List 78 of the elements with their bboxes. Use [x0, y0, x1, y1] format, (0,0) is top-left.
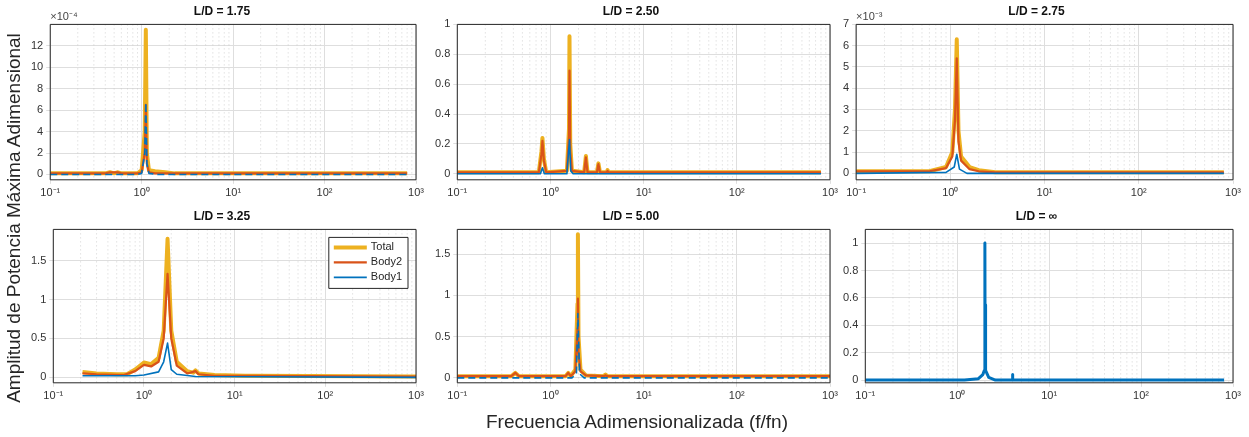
- y-tick-label: 0.5: [434, 329, 451, 342]
- y-tick-label: 7: [842, 17, 850, 30]
- legend-label: Body2: [370, 255, 403, 268]
- y-tick-label: 12: [30, 38, 44, 51]
- y-tick-label: 0.8: [434, 47, 451, 60]
- x-axis-title: Frecuencia Adimensionalizada (f/fn): [484, 411, 789, 433]
- x-tick-label: 10¹: [635, 389, 652, 402]
- x-tick-label: 10⁻¹: [43, 389, 64, 402]
- y-tick-label: 2: [37, 146, 44, 159]
- y-tick-label: 0: [842, 166, 850, 179]
- x-tick-label: 10⁰: [942, 186, 959, 199]
- y-tick-label: 1: [444, 288, 451, 301]
- y-tick-label: 0: [40, 370, 47, 383]
- chart-title: L/D = 2.75: [1008, 3, 1065, 18]
- x-tick-label: 10⁻¹: [855, 389, 876, 402]
- x-tick-label: 10²: [1133, 389, 1150, 402]
- chart-title: L/D = 1.75: [193, 3, 251, 18]
- y-tick-label: 1: [40, 292, 47, 305]
- x-tick-label: 10²: [728, 389, 746, 402]
- x-tick-label: 10³: [1225, 389, 1242, 402]
- y-axis-title: Amplitud de Potencia Máxima Adimensional: [2, 32, 25, 405]
- x-tick-label: 10³: [408, 186, 425, 199]
- y-tick-label: 0.5: [30, 331, 47, 344]
- y-tick-label: 0: [37, 167, 44, 180]
- x-tick-label: 10⁻¹: [447, 389, 468, 402]
- y-tick-label: 6: [37, 103, 44, 116]
- chart-title: L/D = 2.50: [602, 3, 660, 18]
- y-tick-label: 8: [37, 81, 44, 94]
- y-tick-label: 1.5: [30, 253, 47, 266]
- x-tick-label: 10³: [1225, 186, 1242, 199]
- chart-title: L/D = 5.00: [602, 208, 660, 223]
- x-tick-label: 10¹: [1041, 389, 1058, 402]
- y-tick-label: 0.2: [842, 345, 859, 358]
- x-tick-label: 10²: [317, 389, 334, 402]
- y-tick-label: 1: [842, 145, 850, 158]
- x-tick-label: 10⁻¹: [40, 186, 61, 199]
- x-tick-label: 10⁰: [135, 389, 153, 402]
- x-tick-label: 10³: [822, 389, 839, 402]
- text: ×10⁻³: [856, 9, 883, 22]
- x-tick-label: 10¹: [1036, 186, 1053, 199]
- x-tick-label: 10⁰: [542, 186, 559, 199]
- x-tick-label: 10⁻¹: [447, 186, 468, 199]
- y-tick-label: 0: [444, 166, 451, 179]
- legend-label: Body1: [370, 270, 403, 283]
- x-tick-label: 10¹: [635, 186, 652, 199]
- y-tick-label: 6: [842, 38, 850, 51]
- y-tick-label: 0.6: [842, 290, 859, 303]
- x-tick-label: 10³: [408, 389, 425, 402]
- y-tick-label: 1: [444, 17, 451, 30]
- x-tick-label: 10³: [822, 186, 839, 199]
- x-tick-label: 10⁰: [949, 389, 966, 402]
- y-tick-label: 4: [842, 81, 850, 94]
- y-tick-label: 0.2: [434, 136, 451, 149]
- text: ×10⁻⁴: [50, 9, 78, 22]
- x-tick-label: 10⁻¹: [846, 186, 867, 199]
- y-tick-label: 1: [852, 236, 859, 249]
- x-tick-label: 10²: [728, 186, 746, 199]
- chart-title: L/D = ∞: [1015, 208, 1058, 223]
- chart-title: L/D = 3.25: [193, 208, 251, 223]
- legend-label: Total: [370, 240, 395, 253]
- x-tick-label: 10⁰: [542, 389, 559, 402]
- y-tick-label: 10: [30, 60, 44, 73]
- y-tick-label: 3: [842, 102, 850, 115]
- x-tick-label: 10⁰: [133, 186, 150, 199]
- x-tick-label: 10¹: [225, 186, 242, 199]
- y-tick-label: 0.6: [434, 77, 451, 90]
- y-tick-label: 0.4: [842, 318, 859, 331]
- y-tick-label: 0.4: [434, 107, 451, 120]
- y-tick-label: 0.8: [842, 263, 859, 276]
- y-tick-label: 4: [37, 124, 44, 137]
- x-tick-label: 10²: [316, 186, 333, 199]
- y-tick-label: 0: [852, 373, 859, 386]
- y-tick-label: 5: [842, 60, 850, 73]
- x-tick-label: 10¹: [226, 389, 243, 402]
- x-tick-label: 10²: [1130, 186, 1148, 199]
- y-tick-label: 0: [444, 370, 451, 383]
- y-tick-label: 2: [842, 123, 850, 136]
- y-tick-label: 1.5: [434, 247, 451, 260]
